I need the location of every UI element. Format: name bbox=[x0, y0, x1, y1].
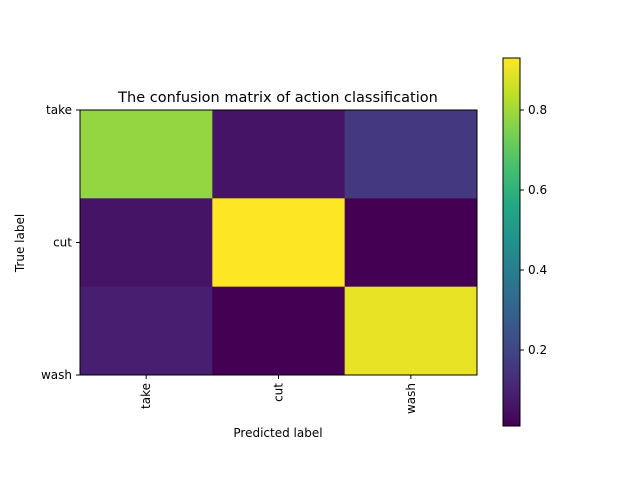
y-tick-label: cut bbox=[53, 236, 72, 250]
heatmap-cell-take-cut bbox=[212, 110, 346, 199]
x-tick-label: wash bbox=[404, 383, 418, 414]
heatmap-cell-take-take bbox=[80, 110, 213, 199]
y-axis-label: True label bbox=[13, 214, 27, 273]
heatmap-cell-wash-take bbox=[80, 286, 213, 376]
colorbar-tick-label: 0.2 bbox=[528, 343, 547, 357]
colorbar bbox=[502, 57, 521, 427]
heatmap-cell-take-wash bbox=[344, 110, 478, 199]
x-tick-label: cut bbox=[272, 383, 286, 402]
heatmap-cell-cut-cut bbox=[212, 198, 346, 288]
y-tick-label: wash bbox=[41, 368, 72, 382]
colorbar-tick-label: 0.8 bbox=[528, 103, 547, 117]
x-axis-ticks: take cut wash bbox=[139, 375, 418, 414]
colorbar-tick-label: 0.4 bbox=[528, 263, 547, 277]
heatmap-cell-wash-cut bbox=[212, 286, 346, 376]
y-axis-ticks: take cut wash bbox=[41, 103, 80, 382]
colorbar-tick-label: 0.6 bbox=[528, 183, 547, 197]
heatmap-cell-wash-wash bbox=[344, 286, 478, 376]
heatmap-cells bbox=[80, 110, 478, 376]
y-tick-label: take bbox=[46, 103, 72, 117]
chart-title: The confusion matrix of action classific… bbox=[117, 90, 438, 106]
heatmap-cell-cut-take bbox=[80, 198, 213, 288]
x-axis-label: Predicted label bbox=[233, 426, 322, 440]
colorbar-ticks: 0.2 0.4 0.6 0.8 bbox=[520, 103, 547, 357]
x-tick-label: take bbox=[139, 383, 153, 409]
heatmap-cell-cut-wash bbox=[344, 198, 478, 288]
